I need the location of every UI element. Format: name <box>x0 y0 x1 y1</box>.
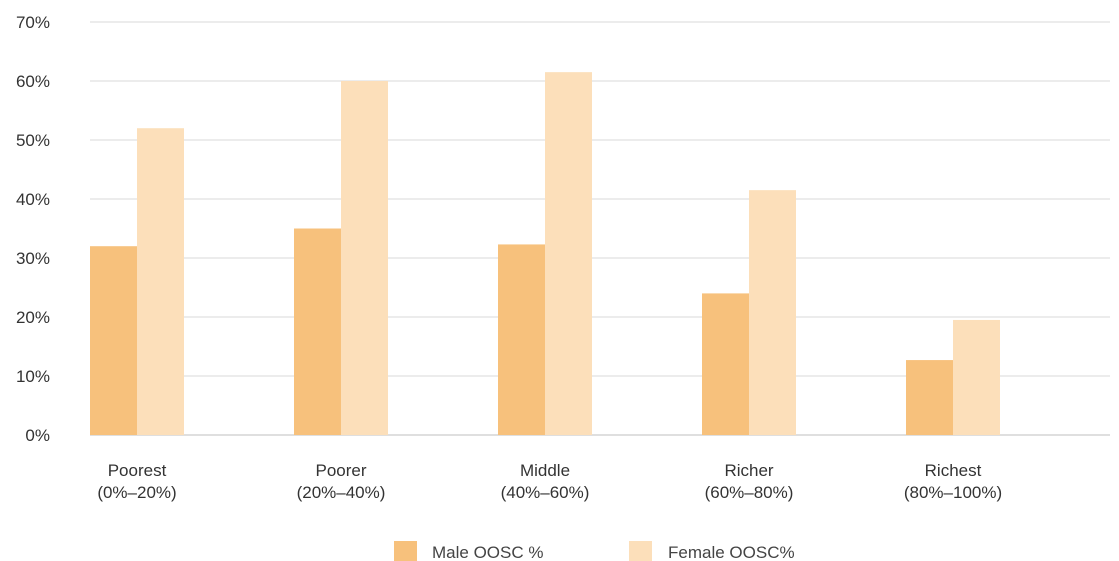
x-tick-label: Richer <box>724 461 773 480</box>
bar-female <box>341 81 388 435</box>
legend-label: Female OOSC% <box>668 543 795 561</box>
bar-male <box>498 244 545 435</box>
bar-male <box>90 246 137 435</box>
y-tick-label: 60% <box>16 72 50 91</box>
x-tick-label: (20%–40%) <box>297 483 386 502</box>
bar-male <box>906 360 953 435</box>
x-tick-label: Middle <box>520 461 570 480</box>
x-tick-label: (80%–100%) <box>904 483 1002 502</box>
y-tick-label: 30% <box>16 249 50 268</box>
x-tick-label: Poorer <box>315 461 366 480</box>
y-axis-ticks: 0% 10% 20% 30% 40% 50% 60% 70% <box>16 13 50 445</box>
x-tick-label: (0%–20%) <box>97 483 176 502</box>
y-tick-label: 40% <box>16 190 50 209</box>
legend: Male OOSC % Female OOSC% <box>394 541 795 561</box>
y-tick-label: 50% <box>16 131 50 150</box>
x-axis-labels: Poorest (0%–20%) Poorer (20%–40%) Middle (40%… <box>97 461 1002 502</box>
legend-label: Male OOSC % <box>432 543 543 561</box>
legend-swatch <box>394 541 417 561</box>
gridlines <box>90 21 1110 436</box>
y-tick-label: 10% <box>16 367 50 386</box>
x-tick-label: Richest <box>925 461 982 480</box>
x-tick-label: (60%–80%) <box>705 483 794 502</box>
y-tick-label: 20% <box>16 308 50 327</box>
y-tick-label: 0% <box>25 426 50 445</box>
legend-swatch <box>629 541 652 561</box>
bar-male <box>294 228 341 435</box>
bar-male <box>702 293 749 435</box>
bar-female <box>749 190 796 435</box>
x-tick-label: (40%–60%) <box>501 483 590 502</box>
bar-female <box>953 319 1000 435</box>
y-tick-label: 70% <box>16 13 50 32</box>
bar-female <box>545 72 592 436</box>
bars <box>90 72 1000 436</box>
x-tick-label: Poorest <box>108 461 167 480</box>
bar-female <box>137 128 184 435</box>
